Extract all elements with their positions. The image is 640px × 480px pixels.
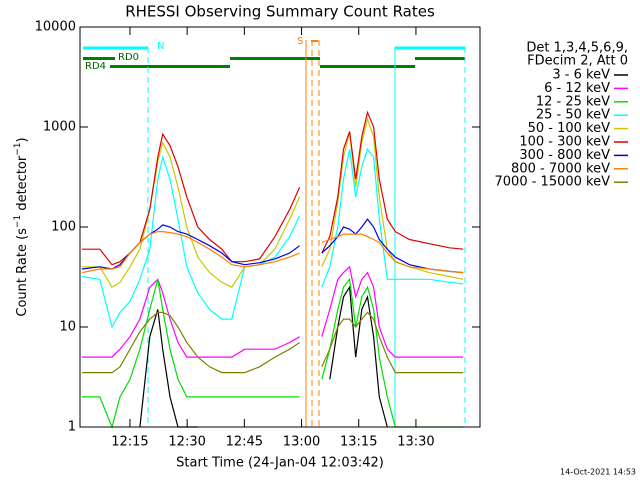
- decim-bar: [83, 57, 115, 60]
- plot-area: [81, 110, 464, 429]
- legend-header: Det 1,3,4,5,6,9,: [526, 41, 628, 56]
- x-axis-label: Start Time (24-Jan-04 12:03:42): [176, 456, 384, 471]
- y-axis-label: Count Rate (s−1 detector−1): [13, 137, 30, 316]
- chart-title: RHESSI Observing Summary Count Rates: [125, 3, 435, 21]
- y-label-part: −1: [13, 215, 23, 228]
- y-tick-label: 10000: [35, 20, 76, 35]
- series-line: [81, 311, 464, 374]
- legend-label: 6 - 12 keV: [544, 81, 610, 96]
- decim-bar: [415, 57, 465, 60]
- legend-header: FDecim 2, Att 0: [527, 54, 628, 69]
- annotation: S: [297, 36, 303, 47]
- y-label-part: detector: [15, 155, 30, 215]
- annotation: RD4: [85, 61, 106, 72]
- legend-label: 300 - 800 keV: [519, 148, 610, 163]
- night-bar: [395, 46, 465, 50]
- saa-bar: [311, 40, 318, 42]
- x-tick-label: 12:15: [111, 435, 148, 450]
- legend-label: 50 - 100 keV: [528, 121, 611, 136]
- x-tick-label: 13:00: [283, 435, 320, 450]
- x-tick-label: 13:15: [340, 435, 377, 450]
- y-tick-label: 100: [51, 220, 76, 235]
- x-tick-label: 12:45: [226, 435, 263, 450]
- night-bar: [83, 46, 148, 50]
- status-bars: [83, 40, 466, 427]
- x-tick-label: 13:30: [397, 435, 434, 450]
- y-tick-label: 1: [68, 420, 76, 435]
- y-tick-label: 1000: [43, 120, 76, 135]
- legend-label: 800 - 7000 keV: [511, 161, 610, 176]
- legend-label: 7000 - 15000 keV: [495, 175, 611, 190]
- series-line: [81, 231, 464, 274]
- y-label-part: ): [15, 137, 30, 142]
- x-tick-label: 12:30: [168, 435, 205, 450]
- decim-bar: [320, 65, 415, 68]
- legend-label: 3 - 6 keV: [552, 68, 610, 83]
- series-line: [81, 110, 464, 266]
- legend-label: 25 - 50 keV: [536, 108, 610, 123]
- annotation: RD0: [118, 52, 139, 63]
- y-tick-label: 10: [59, 320, 76, 335]
- y-label-part: Count Rate (s: [15, 228, 30, 317]
- decim-bar: [110, 65, 230, 68]
- legend-label: 100 - 300 keV: [519, 135, 610, 150]
- annotation: N: [157, 41, 164, 52]
- legend-label: 12 - 25 keV: [536, 94, 610, 109]
- series-line: [81, 218, 464, 274]
- series-line: [81, 265, 464, 358]
- decim-bar: [230, 57, 320, 60]
- y-label-part: −1: [13, 142, 23, 155]
- timestamp: 14-Oct-2021 14:53: [560, 468, 636, 477]
